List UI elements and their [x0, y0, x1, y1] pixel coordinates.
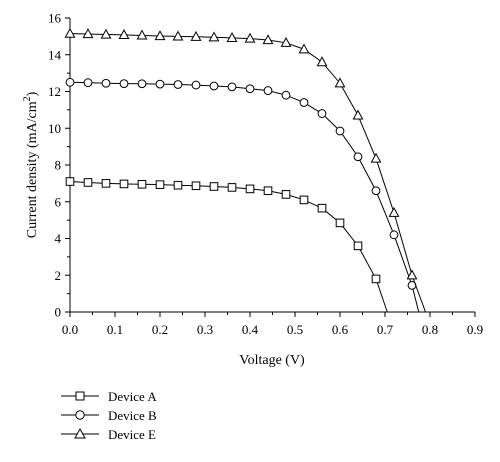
x-tick-label: 0.1 — [107, 322, 123, 337]
x-tick-label: 0.4 — [242, 322, 259, 337]
y-tick-label: 4 — [55, 231, 62, 246]
data-point-device-e — [406, 269, 418, 280]
data-point-device-b — [263, 86, 273, 95]
data-point-device-e — [100, 28, 112, 39]
legend-label-device-a: Device A — [108, 389, 157, 404]
data-point-device-e — [82, 28, 94, 39]
data-point-device-e — [334, 77, 346, 88]
data-point-device-e — [154, 30, 166, 41]
y-tick-label: 16 — [48, 11, 62, 26]
x-axis-label: Voltage (V) — [239, 353, 305, 368]
legend-marker-square-icon — [75, 391, 85, 401]
legend-item-device-a: Device A — [61, 389, 157, 404]
data-point-device-a — [245, 184, 255, 194]
x-tick-label: 0.7 — [377, 322, 394, 337]
data-point-device-e — [388, 206, 400, 217]
data-point-device-b — [299, 98, 309, 107]
y-axis-label-main: Current density (mA/cm — [25, 101, 40, 238]
data-point-device-a — [155, 180, 165, 189]
legend-marker-triangle-icon — [74, 427, 86, 439]
data-point-device-e — [244, 32, 256, 43]
data-point-device-b — [245, 84, 255, 94]
data-point-device-b — [191, 80, 201, 90]
data-point-device-a — [227, 183, 237, 192]
data-point-device-b — [173, 80, 183, 89]
data-point-device-a — [299, 195, 309, 205]
data-point-device-b — [101, 78, 111, 88]
legend-label-device-b: Device B — [108, 408, 157, 423]
x-tick-label: 0.8 — [422, 322, 438, 337]
data-point-device-a — [101, 179, 111, 188]
x-tick-label: 0.5 — [287, 322, 303, 337]
data-point-device-a — [173, 180, 183, 190]
y-tick-label: 2 — [55, 268, 62, 283]
data-point-device-e — [226, 32, 238, 42]
data-point-device-b — [281, 90, 291, 100]
data-point-device-a — [281, 190, 291, 199]
x-ticks: 0.0 0.1 0.2 0.3 0.4 0.5 0.6 0.7 0.8 0.9 — [62, 312, 483, 337]
series-line-device-b — [69, 81, 420, 313]
data-point-device-b — [119, 79, 129, 88]
data-point-device-b — [155, 79, 165, 89]
data-point-device-a — [317, 203, 327, 213]
y-tick-label: 10 — [48, 121, 61, 136]
y-axis-label: Current density (mA/cm2) — [22, 91, 40, 238]
x-tick-label: 0.9 — [467, 322, 483, 337]
data-point-device-a — [209, 182, 219, 191]
data-point-device-e — [190, 30, 202, 41]
x-tick-label: 0.3 — [197, 322, 213, 337]
x-tick-label: 0.6 — [332, 322, 349, 337]
data-point-device-b — [65, 77, 75, 87]
data-point-device-e — [298, 43, 310, 54]
legend-item-device-e: Device E — [61, 427, 156, 442]
data-point-device-e — [352, 109, 364, 120]
series-layer — [64, 27, 426, 313]
data-point-device-a — [191, 181, 201, 191]
data-point-device-e — [280, 36, 292, 47]
data-point-device-b — [317, 109, 327, 118]
data-point-device-b — [389, 230, 399, 240]
data-point-device-e — [316, 56, 328, 67]
data-point-device-e — [370, 152, 382, 163]
y-axis-label-tail: ) — [25, 91, 40, 96]
series-line-device-a — [69, 181, 388, 313]
data-point-device-a — [119, 179, 129, 189]
x-tick-label: 0.0 — [62, 322, 78, 337]
data-point-device-a — [137, 179, 147, 189]
legend-item-device-b: Device B — [61, 408, 157, 423]
legend-marker-circle-icon — [75, 410, 85, 420]
data-point-device-e — [118, 29, 130, 39]
y-ticks: 0 2 4 6 8 10 12 14 16 — [48, 11, 70, 320]
data-point-device-a — [371, 274, 381, 284]
data-point-device-e — [64, 27, 76, 38]
data-point-device-a — [83, 178, 93, 187]
legend: Device A Device B Device E — [61, 389, 157, 442]
data-point-device-b — [83, 78, 93, 88]
data-point-device-e — [172, 30, 184, 41]
y-tick-label: 0 — [55, 305, 62, 320]
axes — [69, 18, 475, 313]
legend-label-device-e: Device E — [108, 427, 156, 442]
data-point-device-b — [353, 152, 363, 162]
data-point-device-a — [263, 186, 273, 196]
series-line-device-e — [69, 33, 426, 313]
data-point-device-e — [136, 29, 148, 40]
data-point-device-b — [335, 126, 345, 136]
data-point-device-a — [335, 218, 345, 228]
data-point-device-e — [262, 34, 274, 45]
x-tick-label: 0.2 — [152, 322, 168, 337]
data-point-device-a — [353, 241, 363, 251]
data-point-device-a — [65, 177, 75, 186]
y-tick-label: 8 — [55, 158, 62, 173]
y-axis-label-superscript: 2 — [22, 96, 33, 101]
data-point-device-e — [208, 31, 220, 42]
data-point-device-b — [209, 81, 219, 91]
data-point-device-b — [137, 79, 147, 89]
y-tick-label: 14 — [48, 47, 62, 62]
y-tick-label: 12 — [48, 84, 61, 99]
data-point-device-b — [227, 82, 237, 92]
data-point-device-b — [371, 186, 381, 196]
y-tick-label: 6 — [55, 194, 62, 209]
